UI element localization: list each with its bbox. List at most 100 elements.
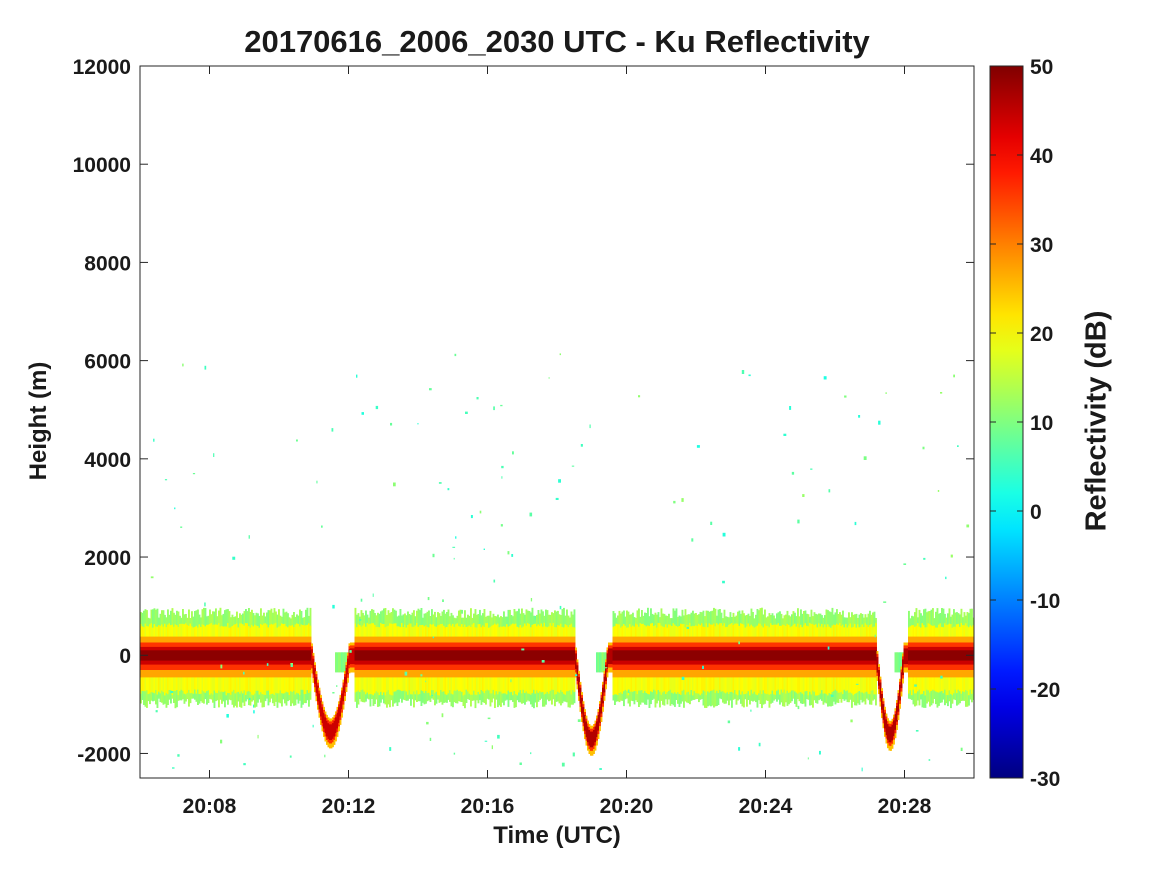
reflectivity-cell (317, 685, 319, 702)
y-tick-label: 6000 (84, 351, 131, 374)
reflectivity-cell (770, 650, 772, 661)
colorbar-tick-label: 20 (1030, 323, 1053, 346)
reflectivity-cell (254, 650, 256, 661)
reflectivity-cell (548, 650, 550, 661)
reflectivity-cell (398, 650, 400, 661)
x-axis-ticks: 20:08 20:12 20:16 20:20 20:24 20:28 (183, 66, 932, 818)
reflectivity-cell (530, 650, 532, 661)
reflectivity-cell (747, 650, 750, 661)
reflectivity-cell (953, 650, 955, 661)
reflectivity-cell (156, 650, 159, 661)
reflectivity-cell (242, 650, 244, 661)
reflectivity-cell (882, 704, 885, 720)
clutter-speck (823, 376, 827, 380)
reflectivity-cell (291, 650, 294, 661)
reflectivity-cell (900, 652, 903, 673)
clutter-speck (153, 438, 155, 442)
reflectivity-cell (222, 650, 225, 661)
reflectivity-cell (566, 650, 568, 661)
reflectivity-cell (776, 650, 778, 661)
reflectivity-cell (348, 649, 351, 665)
reflectivity-cell (350, 648, 352, 665)
clutter-speck (510, 679, 512, 683)
clutter-speck (548, 377, 550, 379)
clutter-speck (627, 689, 630, 693)
clutter-speck (349, 650, 352, 653)
reflectivity-cell (723, 650, 726, 661)
clutter-speck (465, 411, 468, 414)
reflectivity-cell (708, 650, 711, 661)
reflectivity-cell (230, 650, 232, 661)
reflectivity-field (140, 353, 974, 772)
reflectivity-cell (384, 650, 387, 661)
reflectivity-cell (506, 650, 508, 661)
reflectivity-cell (393, 650, 396, 661)
reflectivity-cell (507, 650, 510, 661)
clutter-speck (529, 512, 533, 517)
reflectivity-cell (873, 650, 876, 661)
y-tick-label: 12000 (73, 56, 131, 79)
reflectivity-cell (470, 650, 472, 661)
reflectivity-cell (351, 648, 354, 665)
reflectivity-cell (767, 650, 769, 661)
clutter-speck (541, 660, 545, 663)
reflectivity-cell (674, 650, 676, 661)
reflectivity-cell (353, 648, 355, 665)
reflectivity-cell (266, 650, 268, 661)
clutter-speck (953, 374, 955, 378)
reflectivity-cell (806, 650, 808, 661)
reflectivity-cell (672, 650, 675, 661)
reflectivity-cell (686, 650, 688, 661)
reflectivity-cell (642, 650, 645, 661)
reflectivity-cell (365, 650, 367, 661)
reflectivity-cell (374, 650, 376, 661)
reflectivity-cell (318, 693, 321, 710)
reflectivity-cell (354, 650, 357, 661)
reflectivity-cell (468, 650, 471, 661)
reflectivity-cell (554, 650, 556, 661)
reflectivity-cell (867, 650, 870, 661)
reflectivity-cell (876, 656, 879, 673)
clutter-speck (174, 507, 176, 510)
clutter-speck (331, 428, 334, 432)
reflectivity-cell (717, 650, 720, 661)
reflectivity-cell (314, 668, 316, 684)
reflectivity-cell (423, 650, 426, 661)
reflectivity-cell (251, 650, 253, 661)
reflectivity-cell (402, 650, 405, 661)
reflectivity-cell (957, 650, 960, 661)
reflectivity-cell (783, 650, 786, 661)
reflectivity-cell (597, 652, 600, 673)
reflectivity-cell (699, 650, 702, 661)
reflectivity-cell (447, 650, 450, 661)
reflectivity-cell (263, 650, 265, 661)
reflectivity-cell (630, 650, 633, 661)
reflectivity-cell (342, 652, 345, 673)
reflectivity-cell (804, 650, 807, 661)
reflectivity-cell (177, 650, 180, 661)
reflectivity-cell (891, 724, 894, 741)
clutter-speck (874, 634, 876, 638)
reflectivity-cell (527, 650, 529, 661)
clutter-speck (960, 747, 963, 751)
clutter-speck (447, 488, 450, 491)
reflectivity-cell (599, 652, 601, 673)
reflectivity-cell (704, 650, 706, 661)
reflectivity-cell (551, 650, 553, 661)
reflectivity-cell (920, 650, 922, 661)
clutter-speck (470, 515, 473, 519)
reflectivity-cell (963, 650, 966, 661)
reflectivity-cell (954, 650, 957, 661)
reflectivity-cell (473, 650, 475, 661)
clutter-speck (150, 576, 154, 579)
clutter-speck (361, 412, 364, 415)
reflectivity-cell (231, 650, 234, 661)
reflectivity-cell (894, 652, 897, 673)
x-tick-label: 20:08 (183, 795, 237, 818)
reflectivity-cell (444, 650, 447, 661)
reflectivity-cell (360, 650, 363, 661)
reflectivity-cell (960, 650, 963, 661)
reflectivity-cell (417, 650, 420, 661)
reflectivity-cell (801, 650, 804, 661)
reflectivity-cell (336, 652, 339, 673)
